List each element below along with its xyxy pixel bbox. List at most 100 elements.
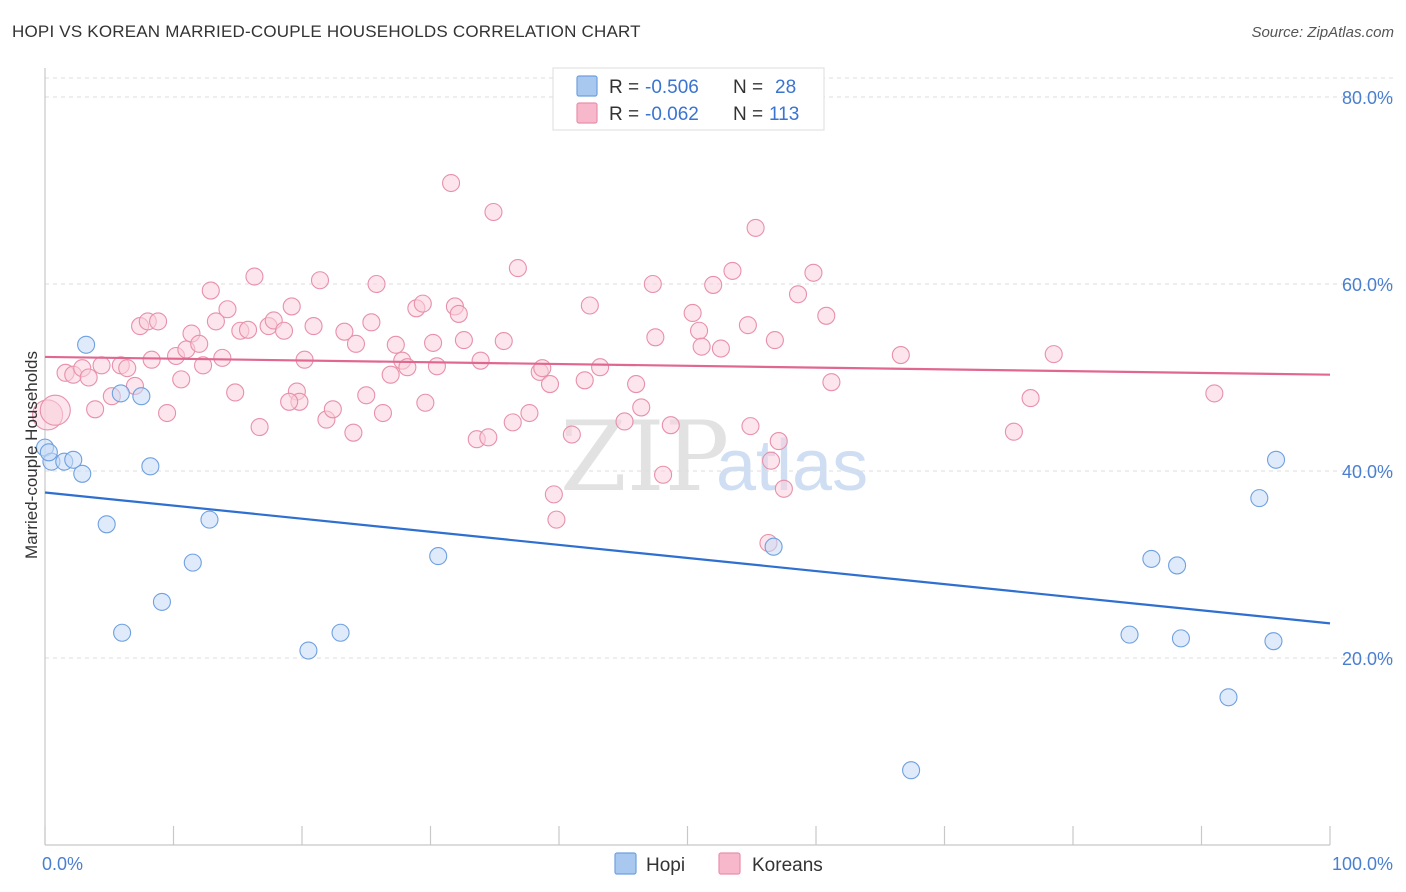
korean-point <box>540 374 560 394</box>
korean-point <box>226 383 245 402</box>
hopi-n-value: 28 <box>775 77 796 98</box>
korean-point <box>774 479 793 498</box>
korean-point <box>479 428 498 447</box>
hopi-point <box>1250 489 1269 508</box>
korean-point <box>424 333 443 352</box>
korean-point <box>683 303 702 323</box>
korean-point <box>454 331 473 350</box>
y-tick-label: 80.0% <box>1342 88 1393 108</box>
korean-point <box>1004 422 1023 441</box>
korean-point <box>362 313 381 332</box>
korean-point <box>158 403 177 423</box>
korean-point <box>427 357 446 376</box>
hopi-n-label: N = <box>733 77 763 98</box>
korean-point <box>661 416 680 435</box>
korean-point <box>562 425 581 444</box>
watermark-zip: ZIP <box>560 401 729 513</box>
hopi-point <box>152 592 171 611</box>
hopi-r-value: -0.506 <box>645 77 699 98</box>
korean-point <box>346 334 366 353</box>
korean-point <box>79 368 98 387</box>
koreans-r-label: R = <box>609 104 639 125</box>
korean-point <box>627 374 646 394</box>
hopi-point <box>429 547 448 566</box>
korean-points <box>32 173 1224 553</box>
korean-point <box>238 320 258 339</box>
korean-point <box>761 451 781 470</box>
koreans-legend-swatch <box>718 852 741 875</box>
hopi-point <box>299 641 318 660</box>
y-tick-label: 40.0% <box>1342 462 1393 482</box>
hopi-point <box>132 387 151 406</box>
korean-point <box>1021 389 1040 408</box>
hopi-point <box>1120 625 1139 644</box>
korean-point <box>471 351 490 370</box>
korean-point <box>449 304 468 323</box>
koreans-swatch <box>576 102 598 124</box>
korean-point <box>280 392 299 411</box>
korean-point <box>201 281 220 300</box>
korean-point <box>213 348 232 367</box>
korean-point <box>690 321 709 340</box>
stats-legend: R = -0.506 N = 28 R = -0.062 N = 113 <box>552 67 825 131</box>
korean-point <box>580 296 599 315</box>
hopi-point <box>73 464 92 483</box>
y-axis-label: Married-couple Households <box>22 351 41 559</box>
korean-point <box>373 403 393 423</box>
korean-point <box>508 259 527 278</box>
hopi-r-label: R = <box>609 77 639 98</box>
korean-point <box>520 403 539 423</box>
hopi-point <box>1266 450 1286 469</box>
korean-point <box>39 394 71 426</box>
hopi-point <box>331 623 350 642</box>
hopi-point <box>1171 629 1190 648</box>
korean-point <box>591 358 610 377</box>
koreans-legend-label: Koreans <box>752 855 823 876</box>
korean-point <box>692 337 711 356</box>
watermark-atlas: atlas <box>716 426 868 506</box>
korean-point <box>92 356 111 375</box>
hopi-point <box>200 510 219 529</box>
korean-point <box>190 334 209 353</box>
trend-lines <box>44 355 1331 625</box>
korean-point <box>218 300 237 319</box>
korean-point <box>723 261 742 280</box>
series-legend: Hopi Koreans <box>614 852 823 876</box>
korean-point <box>381 365 400 384</box>
hopi-trend-line <box>44 491 1331 625</box>
korean-point <box>172 370 191 389</box>
hopi-points <box>35 335 1286 780</box>
korean-point <box>494 331 513 351</box>
korean-point <box>544 485 563 504</box>
koreans-n-label: N = <box>733 104 763 125</box>
stats-legend-box <box>552 67 825 131</box>
korean-point <box>416 393 435 412</box>
korean-point <box>643 274 662 294</box>
source-label: Source: ZipAtlas.com <box>1251 24 1394 41</box>
korean-point <box>304 317 323 336</box>
korean-point <box>547 510 566 529</box>
y-tick-labels: 20.0% 40.0% 60.0% 80.0% <box>1342 88 1393 669</box>
korean-point <box>1044 345 1063 364</box>
hopi-point <box>141 457 160 476</box>
hopi-point <box>77 335 96 354</box>
hopi-point <box>1219 688 1238 707</box>
korean-point <box>711 339 730 358</box>
korean-point <box>891 346 910 365</box>
hopi-legend-label: Hopi <box>646 855 685 876</box>
korean-point <box>484 202 503 222</box>
hopi-swatch <box>576 75 598 97</box>
korean-point <box>822 373 841 392</box>
korean-point <box>413 294 432 313</box>
hopi-point <box>902 761 921 780</box>
korean-point <box>149 312 168 331</box>
hopi-point <box>64 450 83 469</box>
korean-point <box>533 359 552 378</box>
korean-point <box>769 432 788 451</box>
korean-point <box>575 371 594 390</box>
korean-point <box>282 297 301 316</box>
korean-point <box>741 417 760 436</box>
hopi-point <box>39 443 58 462</box>
korean-point <box>245 267 264 286</box>
korean-point <box>654 465 673 484</box>
